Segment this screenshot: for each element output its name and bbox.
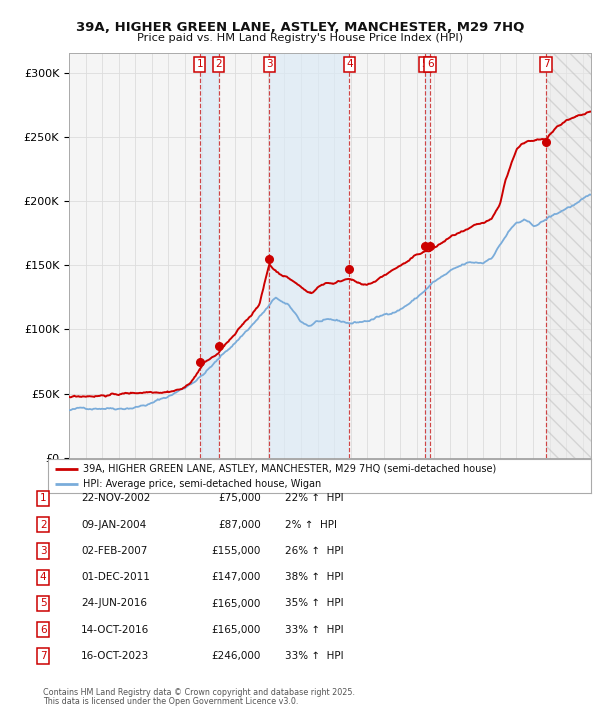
Text: 26% ↑  HPI: 26% ↑ HPI xyxy=(285,546,344,556)
Text: 2: 2 xyxy=(40,520,47,530)
Text: 6: 6 xyxy=(427,60,433,70)
Text: HPI: Average price, semi-detached house, Wigan: HPI: Average price, semi-detached house,… xyxy=(83,479,322,489)
Text: £246,000: £246,000 xyxy=(212,651,261,661)
Bar xyxy=(269,53,349,458)
Text: 7: 7 xyxy=(40,651,47,661)
Text: 16-OCT-2023: 16-OCT-2023 xyxy=(81,651,149,661)
Text: 5: 5 xyxy=(422,60,428,70)
Text: £155,000: £155,000 xyxy=(212,546,261,556)
Text: Price paid vs. HM Land Registry's House Price Index (HPI): Price paid vs. HM Land Registry's House … xyxy=(137,33,463,43)
Text: 38% ↑  HPI: 38% ↑ HPI xyxy=(285,572,344,582)
Text: 1: 1 xyxy=(196,60,203,70)
Text: £87,000: £87,000 xyxy=(218,520,261,530)
Text: 5: 5 xyxy=(40,599,47,608)
Text: 39A, HIGHER GREEN LANE, ASTLEY, MANCHESTER, M29 7HQ: 39A, HIGHER GREEN LANE, ASTLEY, MANCHEST… xyxy=(76,21,524,34)
Text: £165,000: £165,000 xyxy=(212,599,261,608)
Text: 39A, HIGHER GREEN LANE, ASTLEY, MANCHESTER, M29 7HQ (semi-detached house): 39A, HIGHER GREEN LANE, ASTLEY, MANCHEST… xyxy=(83,464,497,474)
Text: This data is licensed under the Open Government Licence v3.0.: This data is licensed under the Open Gov… xyxy=(43,697,299,706)
Text: 3: 3 xyxy=(40,546,47,556)
Text: 2: 2 xyxy=(215,60,222,70)
Text: 02-FEB-2007: 02-FEB-2007 xyxy=(81,546,148,556)
Text: 09-JAN-2004: 09-JAN-2004 xyxy=(81,520,146,530)
Bar xyxy=(546,53,591,458)
Bar xyxy=(425,53,430,458)
Text: 1: 1 xyxy=(40,493,47,503)
Text: 24-JUN-2016: 24-JUN-2016 xyxy=(81,599,147,608)
Text: 4: 4 xyxy=(40,572,47,582)
Text: 33% ↑  HPI: 33% ↑ HPI xyxy=(285,625,344,635)
Text: 14-OCT-2016: 14-OCT-2016 xyxy=(81,625,149,635)
Text: Contains HM Land Registry data © Crown copyright and database right 2025.: Contains HM Land Registry data © Crown c… xyxy=(43,688,355,697)
Text: 35% ↑  HPI: 35% ↑ HPI xyxy=(285,599,344,608)
Text: 2% ↑  HPI: 2% ↑ HPI xyxy=(285,520,337,530)
Text: 7: 7 xyxy=(543,60,550,70)
Text: 4: 4 xyxy=(346,60,353,70)
Text: 3: 3 xyxy=(266,60,272,70)
Bar xyxy=(200,53,218,458)
Text: 22-NOV-2002: 22-NOV-2002 xyxy=(81,493,151,503)
Text: 01-DEC-2011: 01-DEC-2011 xyxy=(81,572,150,582)
Text: 22% ↑  HPI: 22% ↑ HPI xyxy=(285,493,344,503)
Text: £75,000: £75,000 xyxy=(218,493,261,503)
Text: 6: 6 xyxy=(40,625,47,635)
Text: 33% ↑  HPI: 33% ↑ HPI xyxy=(285,651,344,661)
Text: £165,000: £165,000 xyxy=(212,625,261,635)
Text: £147,000: £147,000 xyxy=(212,572,261,582)
